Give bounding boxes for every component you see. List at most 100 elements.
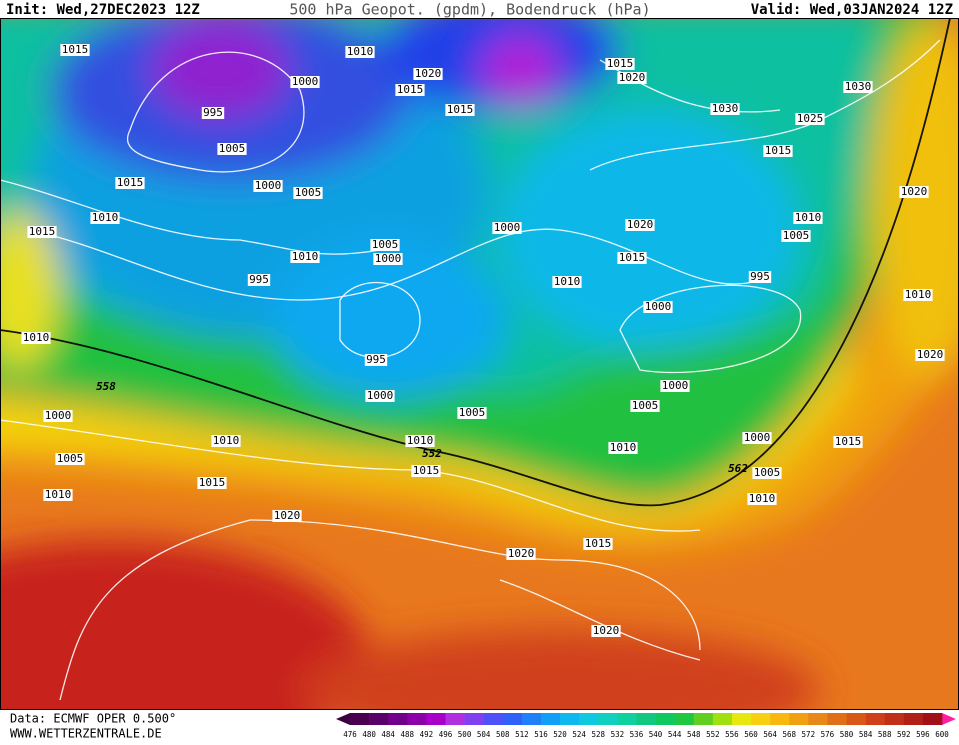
isobar-label: 1015: [29, 225, 56, 238]
geopotential-label: 562: [728, 462, 748, 475]
isobar-label: 995: [249, 273, 269, 286]
legend-level: 596: [916, 730, 930, 739]
label-box: [795, 113, 825, 125]
label-box: [843, 81, 873, 93]
label-box: [457, 407, 487, 419]
isobar-label: 1015: [765, 144, 792, 157]
isobar-label: 1015: [413, 464, 440, 477]
legend-swatch: [712, 713, 733, 725]
legend-swatch: [808, 713, 828, 725]
label-box: [643, 301, 673, 313]
legend-level: 496: [439, 730, 453, 739]
label-box: [660, 380, 690, 392]
legend-swatch: [636, 713, 656, 725]
isobar-label: 1010: [347, 45, 374, 58]
label-box: [899, 186, 929, 198]
legend-level: 512: [515, 730, 529, 739]
isobar-label: 1000: [662, 379, 689, 392]
label-box: [364, 354, 388, 366]
isobar-label: 1000: [744, 431, 771, 444]
website: WWW.WETTERZENTRALE.DE: [10, 727, 162, 741]
legend-level: 572: [802, 730, 816, 739]
legend-level: 532: [611, 730, 625, 739]
legend-swatch: [579, 713, 599, 725]
label-box: [752, 467, 782, 479]
label-box: [445, 104, 475, 116]
label-box: [617, 252, 647, 264]
label-box: [747, 493, 777, 505]
legend-swatch: [865, 713, 886, 725]
legend-arrow-high: [942, 713, 956, 725]
label-box: [608, 442, 638, 454]
legend-swatch: [483, 713, 504, 725]
label-box: [272, 510, 302, 522]
isobar-label: 1015: [199, 476, 226, 489]
legend-swatch: [426, 713, 446, 725]
label-box: [365, 390, 395, 402]
label-box: [793, 212, 823, 224]
isobar-label: 1005: [57, 452, 84, 465]
legend-swatch: [789, 713, 809, 725]
isobar-label: 1010: [407, 434, 434, 447]
isobar-label: 1000: [494, 221, 521, 234]
label-box: [748, 271, 772, 283]
legend-level: 552: [706, 730, 720, 739]
color-legend: 476 480 484 488 492 496 500 504 508 512 516 520 524 5…: [336, 713, 956, 739]
legend-swatch: [846, 713, 866, 725]
legend-level: 556: [725, 730, 739, 739]
legend-swatch: [674, 713, 695, 725]
label-box: [605, 58, 635, 70]
label-box: [290, 76, 320, 88]
legend-swatch: [464, 713, 484, 725]
isobar-label: 1015: [117, 176, 144, 189]
isobar-label: 1000: [367, 389, 394, 402]
legend-swatch: [731, 713, 752, 725]
label-box: [55, 453, 85, 465]
isobar-label: 1005: [783, 229, 810, 242]
isobar-label: 1030: [712, 102, 739, 115]
label-box: [915, 349, 945, 361]
label-box: [197, 477, 227, 489]
label-box: [115, 177, 145, 189]
label-box: [43, 410, 73, 422]
isobar-label: 1015: [62, 43, 89, 56]
legend-swatch: [521, 713, 542, 725]
label-box: [506, 548, 536, 560]
legend-level: 516: [534, 730, 548, 739]
label-box: [395, 84, 425, 96]
label-box: [552, 276, 582, 288]
isobar-labels: 1015 1010 1020 1015 1000 995 1005 1015 1000 1005 1…: [21, 43, 945, 637]
isobar-label: 1010: [23, 331, 50, 344]
isobar-label: 1020: [901, 185, 928, 198]
legend-swatch: [502, 713, 523, 725]
label-box: [370, 239, 400, 251]
label-box: [903, 289, 933, 301]
isobar-label: 1005: [295, 186, 322, 199]
isobar-label: 1020: [619, 71, 646, 84]
isobar-label: 1010: [213, 434, 240, 447]
legend-swatch: [884, 713, 905, 725]
isobar-label: 1010: [292, 250, 319, 263]
label-box: [345, 46, 375, 58]
label-box: [27, 226, 57, 238]
isobar-label: 1005: [372, 238, 399, 251]
legend-swatch: [751, 713, 771, 725]
label-box: [630, 400, 660, 412]
legend-level: 588: [878, 730, 892, 739]
label-box: [293, 187, 323, 199]
legend-level: 504: [477, 730, 491, 739]
isobar-label: 1015: [835, 435, 862, 448]
isobar-label: 1000: [645, 300, 672, 313]
label-box: [90, 212, 120, 224]
legend-level: 492: [420, 730, 434, 739]
legend-level: 600: [935, 730, 949, 739]
isobar-label: 1005: [459, 406, 486, 419]
isobar-label: 1020: [627, 218, 654, 231]
legend-level: 540: [649, 730, 663, 739]
isobar-label: 995: [203, 106, 223, 119]
legend-level: 548: [687, 730, 701, 739]
label-box: [201, 107, 225, 119]
isobar-label: 995: [750, 270, 770, 283]
